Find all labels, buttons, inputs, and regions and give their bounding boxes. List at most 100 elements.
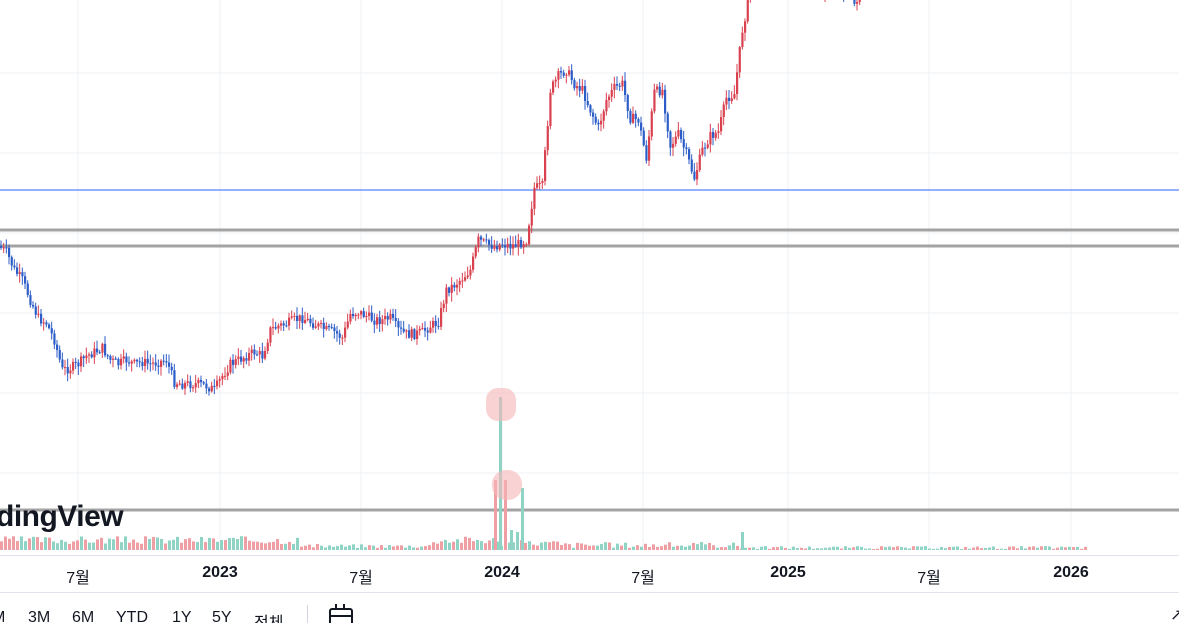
volume-bar <box>980 548 983 550</box>
candle-body <box>66 367 69 374</box>
candle-body <box>272 327 275 329</box>
volume-bar <box>180 542 183 550</box>
candle-body <box>506 243 509 248</box>
volume-bar <box>428 545 431 550</box>
volume-bar <box>960 548 963 550</box>
candle-body <box>642 130 645 146</box>
volume-bar <box>112 539 115 550</box>
volume-bar <box>368 545 371 550</box>
candle-body <box>533 187 536 209</box>
candle-body <box>88 354 91 356</box>
settings-icon[interactable]: ↗ <box>1170 605 1179 623</box>
volume-bar <box>916 546 919 550</box>
candle-body <box>741 32 744 48</box>
candle-body <box>440 308 443 327</box>
volume-bar <box>568 544 571 550</box>
volume-bar <box>788 548 791 550</box>
candle-body <box>738 47 741 73</box>
candle-body <box>565 74 568 76</box>
candle-body <box>376 317 379 325</box>
volume-bar <box>1076 546 1079 550</box>
volume-bar <box>764 546 767 550</box>
range-button-6m[interactable]: 6M <box>72 609 95 623</box>
volume-bar <box>196 542 199 550</box>
volume-bar <box>636 545 639 550</box>
time-axis[interactable]: 7월 2023 7월 2024 7월 2025 7월 2026 <box>0 555 1179 592</box>
candle-body <box>130 361 133 364</box>
volume-bar <box>860 546 863 550</box>
candle-body <box>589 105 592 113</box>
volume-bar <box>340 544 343 550</box>
volume-bar <box>64 541 67 550</box>
volume-bar <box>472 541 475 550</box>
candle-body <box>445 287 448 304</box>
candle-body <box>144 358 147 367</box>
range-button-ytd[interactable]: YTD <box>116 609 148 623</box>
candle-body <box>98 352 101 354</box>
volume-bar <box>232 537 235 550</box>
volume-bar <box>720 547 723 550</box>
candle-body <box>509 243 512 249</box>
price-chart[interactable] <box>0 0 1179 555</box>
volume-spike <box>494 480 497 550</box>
candle-body <box>288 317 291 326</box>
volume-bar <box>956 546 959 550</box>
volume-bar <box>440 541 443 550</box>
candle-body <box>669 131 672 148</box>
candle-body <box>394 317 397 322</box>
candle-body <box>488 239 491 245</box>
candle-body <box>474 247 477 257</box>
volume-bar <box>352 544 355 550</box>
volume-bar <box>464 536 467 550</box>
calendar-icon[interactable] <box>329 604 353 623</box>
volume-bar <box>948 546 951 550</box>
candle-body <box>357 314 360 316</box>
candle-body <box>53 333 56 345</box>
candle-body <box>117 359 120 366</box>
candle-body <box>621 80 624 87</box>
candle-body <box>96 348 99 353</box>
candle-body <box>733 94 736 99</box>
volume-bar <box>592 545 595 550</box>
volume-spike <box>741 532 744 550</box>
candle-body <box>384 316 387 320</box>
candle-body <box>480 236 483 240</box>
candle-body <box>858 0 861 2</box>
volume-bar <box>532 544 535 550</box>
candle-body <box>720 117 723 132</box>
volume-bar <box>1084 546 1087 550</box>
volume-bar <box>84 539 87 550</box>
candle-body <box>466 275 469 278</box>
candle-body <box>448 287 451 293</box>
range-button-1y[interactable]: 1Y <box>172 609 192 623</box>
candle-body <box>592 112 595 117</box>
range-button-전체[interactable]: 전체 <box>254 609 283 623</box>
candle-body <box>320 322 323 324</box>
candle-body <box>712 132 715 138</box>
volume-bar <box>48 537 51 550</box>
volume-bar <box>884 547 887 550</box>
candle-body <box>133 359 136 362</box>
volume-bar <box>816 548 819 550</box>
volume-bar <box>652 544 655 550</box>
range-button-5y[interactable]: 5Y <box>212 609 232 623</box>
volume-bar <box>128 542 131 550</box>
candle-body <box>194 383 197 388</box>
range-separator <box>307 605 308 623</box>
volume-bar <box>512 542 515 550</box>
candle-body <box>570 70 573 81</box>
candle-body <box>106 355 109 357</box>
volume-bar <box>332 546 335 550</box>
chart-area[interactable]: dingView <box>0 0 1179 555</box>
range-button-m[interactable]: M <box>0 609 5 623</box>
candle-body <box>50 328 53 334</box>
volume-bar <box>436 543 439 550</box>
volume-bar <box>456 539 459 550</box>
volume-bar <box>300 546 303 550</box>
candle-body <box>176 384 179 387</box>
volume-bar <box>1044 546 1047 550</box>
volume-bar <box>896 546 899 550</box>
range-button-3m[interactable]: 3M <box>28 609 51 623</box>
volume-bar <box>840 548 843 550</box>
candle-body <box>293 315 296 317</box>
